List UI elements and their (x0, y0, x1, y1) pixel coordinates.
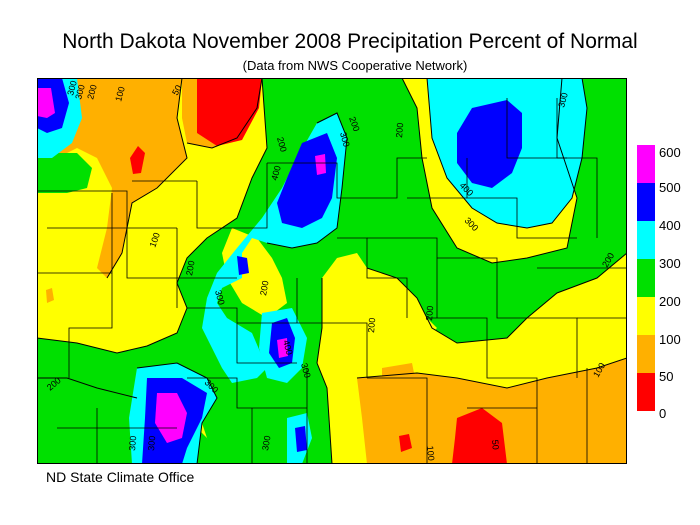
legend-swatch-cyan (637, 221, 655, 259)
footer-credit: ND State Climate Office (46, 469, 195, 485)
contour-label: 300 (299, 362, 313, 379)
region-blue-south-spot (295, 426, 307, 452)
map-subtitle: (Data from NWS Cooperative Network) (242, 58, 468, 73)
contour-label: 200 (184, 260, 196, 277)
region-magenta-south-mid (277, 338, 288, 358)
region-magenta-central (315, 154, 326, 175)
contour-label: 300 (146, 435, 157, 451)
legend-swatch-blue (637, 183, 655, 221)
region-red-northwest-spot (130, 146, 145, 174)
contour-label: 200 (347, 115, 362, 133)
contour-label: 200 (258, 280, 270, 297)
contour-label: 50 (170, 83, 184, 97)
legend-label: 50 (659, 369, 674, 384)
contour-label: 300 (338, 131, 352, 148)
region-blue-mid-spot (237, 256, 249, 275)
contour-label: 300 (127, 435, 138, 451)
region-orange-southeast (357, 358, 627, 464)
contour-label: 300 (556, 91, 570, 108)
contour-label: 200 (275, 136, 289, 153)
legend-label: 600 (659, 145, 681, 160)
region-orange-south-pocket (382, 363, 417, 398)
map-frame (37, 78, 627, 464)
region-red-west-spot (46, 288, 54, 303)
contour-label: 100 (147, 231, 162, 249)
precipitation-map: 300 300 200 100 50 200 300 200 300 400 3… (37, 78, 627, 464)
legend-swatch-magenta (637, 145, 655, 183)
contour-label: 300 (213, 289, 227, 306)
region-magenta-northwest (37, 88, 55, 118)
region-red-south (452, 408, 507, 464)
contour-label: 400 (281, 339, 295, 356)
contour-label: 100 (113, 85, 127, 102)
region-green-northwest (37, 153, 92, 193)
contour-label: 200 (366, 317, 377, 333)
contour-label: 50 (490, 439, 501, 450)
contour-label: 200 (424, 305, 435, 321)
legend-swatch-yellow (637, 297, 655, 335)
contour-label: 300 (260, 435, 272, 452)
region-red-south-spot (399, 434, 412, 452)
county-lines (37, 98, 627, 464)
map-title: North Dakota November 2008 Precipitation… (62, 30, 638, 53)
contour-label: 100 (425, 445, 436, 461)
legend-label: 400 (659, 218, 681, 233)
legend-swatch-green (637, 259, 655, 297)
legend-label: 300 (659, 256, 681, 271)
color-legend: 600 500 400 300 200 100 50 0 (637, 145, 697, 425)
legend-swatch-orange (637, 335, 655, 373)
contour-label: 300 (65, 79, 79, 96)
legend-label: 500 (659, 180, 681, 195)
contour-labels: 300 300 200 100 50 200 300 200 300 400 3… (45, 79, 616, 461)
legend-label: 100 (659, 332, 681, 347)
contour-label: 200 (394, 122, 405, 138)
contour-label: 400 (269, 164, 283, 181)
region-blue-northeast (457, 100, 522, 188)
legend-label: 200 (659, 294, 681, 309)
contour-label: 200 (85, 83, 99, 100)
legend-label: 0 (659, 406, 667, 421)
region-red-north (197, 78, 262, 146)
contour-label: 300 (73, 83, 87, 100)
region-magenta-southwest (155, 393, 187, 443)
legend-swatch-red (637, 373, 655, 411)
region-yellow-mid (342, 278, 437, 358)
